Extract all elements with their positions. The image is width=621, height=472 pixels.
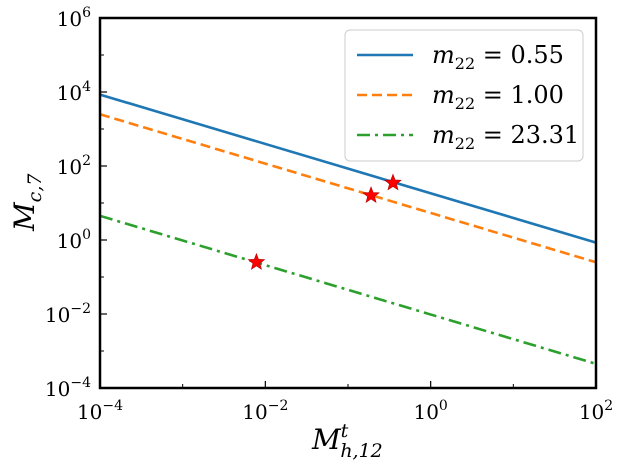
y-tick-label: 102	[57, 153, 91, 179]
legend-label-1: m22 = 1.00	[432, 81, 564, 113]
tick-layer: 10−4 10−2 100 102 10−4 10−2 100 102 104 106	[45, 5, 613, 424]
y-tick-label: 10−2	[45, 301, 91, 327]
y-tick-label: 100	[57, 227, 91, 253]
series-line-1	[100, 113, 596, 264]
legend-label-0: m22 = 0.55	[432, 41, 564, 73]
axis-labels: Mt h,12 Mc,7	[8, 173, 383, 462]
y-axis-label: Mc,7	[8, 173, 46, 232]
legend-label-2: m22 = 23.31	[432, 121, 579, 153]
series-line-0	[100, 93, 596, 244]
x-axis-label: Mt h,12	[311, 420, 383, 462]
x-tick-label: 102	[579, 398, 613, 424]
series-line-2	[100, 214, 596, 366]
x-tick-label: 10−2	[242, 398, 288, 424]
star-marker-0	[384, 173, 402, 191]
x-tick-label: 100	[413, 398, 447, 424]
legend: m22 = 0.55 m22 = 1.00 m22 = 23.31	[344, 29, 584, 162]
legend-box	[344, 29, 584, 162]
y-tick-label: 10−4	[45, 375, 91, 401]
y-tick-label: 104	[57, 79, 91, 105]
star-marker-2	[247, 252, 266, 270]
x-tick-label: 10−4	[77, 398, 123, 424]
y-tick-label: 106	[57, 5, 91, 31]
series-layer	[100, 93, 596, 366]
marker-layer	[247, 173, 402, 270]
star-marker-1	[362, 186, 380, 204]
